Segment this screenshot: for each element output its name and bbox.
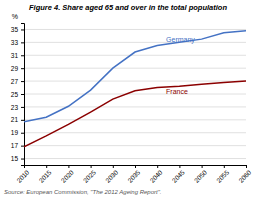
line-label: Germany xyxy=(166,36,195,44)
grid-line xyxy=(24,29,246,30)
x-tick-label: 2020 xyxy=(60,168,75,183)
line-label: France xyxy=(166,88,188,95)
x-tick-label: 2045 xyxy=(171,168,186,183)
y-tick-label: 25 xyxy=(11,91,19,98)
y-axis: 15 17 19 21 23 25 27 29 31 33 35 xyxy=(11,24,25,166)
x-tick: 2010 xyxy=(15,165,30,184)
y-tick-label: 35 xyxy=(11,26,19,33)
y-tick-label: 21 xyxy=(11,116,19,123)
grid-line xyxy=(24,55,246,56)
x-tick: 2040 xyxy=(148,165,163,184)
grid-line xyxy=(24,94,246,95)
x-tick-mark xyxy=(179,165,180,168)
y-tick: 23 xyxy=(11,103,24,110)
y-tick: 19 xyxy=(11,129,24,136)
x-tick-mark xyxy=(113,165,114,168)
title: Figure 4. Share aged 65 and over in the … xyxy=(29,3,227,12)
x-tick: 2045 xyxy=(171,165,186,184)
x-tick-mark xyxy=(46,165,47,168)
y-tick-mark xyxy=(21,133,24,134)
y-tick-label: 23 xyxy=(11,103,19,110)
y-tick: 31 xyxy=(11,52,24,59)
grid-line xyxy=(24,68,246,69)
y-label: % xyxy=(12,13,18,20)
x-tick-mark xyxy=(135,165,136,168)
y-tick: 33 xyxy=(11,39,24,46)
grid-line xyxy=(24,106,246,107)
x-tick: 2060 xyxy=(237,165,252,184)
grid-line xyxy=(24,132,246,133)
x-tick: 2020 xyxy=(60,165,75,184)
x-tick-mark xyxy=(157,165,158,168)
y-tick-mark xyxy=(21,107,24,108)
x-tick-mark xyxy=(224,165,225,168)
y-tick-label: 15 xyxy=(11,155,19,162)
grid xyxy=(24,29,246,158)
x-tick-label: 2035 xyxy=(126,168,141,183)
x-tick: 2035 xyxy=(126,165,141,184)
x-axis-line xyxy=(25,166,247,169)
y-tick-mark xyxy=(21,68,24,69)
x-tick-label: 2060 xyxy=(237,168,252,183)
y-axis-line xyxy=(21,24,25,166)
x-tick: 2030 xyxy=(104,165,119,184)
y-tick-mark xyxy=(21,29,24,30)
y-tick: 21 xyxy=(11,116,24,123)
y-tick-mark xyxy=(21,81,24,82)
y-tick-mark xyxy=(21,42,24,43)
grid-line xyxy=(24,145,246,146)
grid-line xyxy=(24,158,246,159)
chart: 2010 2015 2020 2025 2030 2035 2040 2045 2050 2055… xyxy=(0,0,256,197)
y-tick-label: 17 xyxy=(11,142,19,149)
x-tick: 2055 xyxy=(215,165,230,184)
x-tick-label: 2025 xyxy=(82,168,97,183)
y-tick: 17 xyxy=(11,142,24,149)
y-tick: 29 xyxy=(11,65,24,72)
y-tick: 35 xyxy=(11,26,24,33)
x-tick-label: 2050 xyxy=(193,168,208,183)
series-line xyxy=(24,81,246,147)
y-tick-label: 33 xyxy=(11,39,19,46)
annotations: Germany France xyxy=(166,36,195,95)
y-tick: 25 xyxy=(11,91,24,98)
y-tick-label: 29 xyxy=(11,65,19,72)
x-tick-mark xyxy=(91,165,92,168)
grid-line xyxy=(24,81,246,82)
y-tick-mark xyxy=(21,159,24,160)
grid-line xyxy=(24,119,246,120)
x-axis: 2010 2015 2020 2025 2030 2035 2040 2045 2050 2055… xyxy=(15,165,252,184)
y-tick-mark xyxy=(21,120,24,121)
x-tick-label: 2030 xyxy=(104,168,119,183)
x-tick-label: 2015 xyxy=(37,168,52,183)
x-tick-mark xyxy=(68,165,69,168)
x-tick: 2025 xyxy=(82,165,97,184)
source-note: Source: European Commission, "The 2012 A… xyxy=(4,189,161,195)
y-tick-mark xyxy=(21,94,24,95)
x-tick-label: 2055 xyxy=(215,168,230,183)
x-tick: 2015 xyxy=(37,165,52,184)
x-tick-label: 2040 xyxy=(148,168,163,183)
y-tick: 27 xyxy=(11,78,24,85)
x-tick-mark xyxy=(202,165,203,168)
lines xyxy=(24,31,246,147)
y-tick-label: 27 xyxy=(11,78,19,85)
x-tick-mark xyxy=(246,165,247,168)
y-tick-mark xyxy=(21,146,24,147)
x-tick: 2050 xyxy=(193,165,208,184)
series-line xyxy=(24,31,246,122)
y-tick-label: 31 xyxy=(11,52,19,59)
y-tick-label: 19 xyxy=(11,129,19,136)
y-tick: 15 xyxy=(11,155,24,162)
grid-line xyxy=(24,42,246,43)
y-tick-mark xyxy=(21,55,24,56)
x-tick-label: 2010 xyxy=(15,168,30,183)
